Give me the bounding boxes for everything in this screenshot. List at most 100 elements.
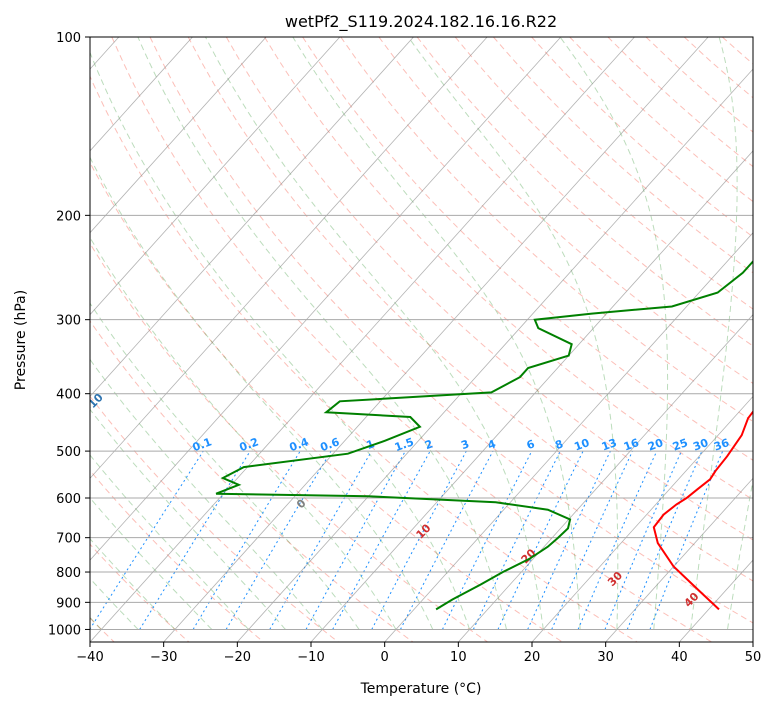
mixing-ratio-label: 10 [572,436,591,454]
mixing-ratio-line [225,450,332,630]
x-tick-label: 30 [597,650,614,665]
y-tick-label: 900 [56,596,81,611]
isotherm [90,37,267,234]
mixing-ratio-label: 16 [622,436,641,454]
mixing-ratio-line [551,450,633,630]
dry-adiabat [340,37,753,423]
dry-adiabat-label: -10 [83,391,106,414]
moist-adiabat [90,454,249,630]
x-tick-label: −20 [224,650,251,665]
dry-adiabat [264,37,753,501]
isotherm [458,313,753,642]
y-tick-label: 400 [56,388,81,403]
mixing-ratio-label: 36 [712,436,731,454]
dry-adiabat [90,320,414,642]
y-tick-label: 300 [56,314,81,329]
mixing-ratio-label: 13 [600,436,619,453]
dry-adiabat [90,75,638,642]
moist-adiabat [690,37,738,630]
moist-adiabat [90,51,471,630]
isotherm [90,37,193,152]
mixing-ratio-label: 0.4 [288,435,311,454]
moist-adiabat-label: 40 [682,590,702,610]
mixing-ratio-label: 25 [671,436,690,453]
mixing-ratio-line [90,450,204,630]
mixing-ratio-label: 8 [553,437,565,452]
isotherm [605,477,753,642]
isotherm [90,37,341,316]
mixing-ratio-line [269,450,373,630]
y-tick-label: 800 [56,566,81,581]
x-tick-label: 50 [745,650,762,665]
y-tick-label: 1000 [48,623,81,638]
dry-adiabat [90,161,563,642]
x-axis-label: Temperature (°C) [360,681,482,697]
plot-frame [89,36,754,643]
dry-adiabat [683,37,753,99]
mixing-ratio-label: 3 [459,437,471,452]
x-tick-label: 0 [381,650,389,665]
moist-adiabat [90,408,286,630]
mixing-ratio-label: 0.1 [191,435,214,454]
isotherm [90,37,488,479]
mixing-ratio-label: 4 [486,437,498,452]
dry-adiabat [645,37,753,133]
profile-series [215,259,753,611]
y-tick-label: 500 [56,445,81,460]
moist-adiabat [764,37,775,629]
dry-adiabat [90,395,339,642]
dry-adiabat [90,469,264,642]
mixing-ratio-label: 0.6 [318,435,341,454]
mixing-ratio-line [497,450,584,630]
moist-adiabat [205,37,544,630]
isotherm [90,37,562,561]
moist-adiabat [292,37,581,630]
mixing-ratio-label: 6 [525,437,537,452]
dry-adiabat [225,37,753,541]
isotherm [752,641,753,642]
isotherm [163,37,709,642]
axes: −40 −30 −20 −10 0 10 20 30 40 5010020030040050060… [48,31,761,665]
moist-adiabat [90,156,434,630]
isotherm [531,395,753,642]
mixing-ratio-line [604,450,682,630]
dry-adiabat [378,37,753,385]
dry-adiabat [607,37,753,168]
x-tick-label: −40 [76,650,103,665]
moist-adiabat [90,358,323,630]
dry-adiabat [149,37,753,624]
y-axis-label: Pressure (hPa) [13,290,29,390]
moist-adiabat [137,37,507,630]
background-lines [90,37,775,642]
mixing-ratio-label: 30 [691,436,710,454]
dry-adiabat [90,242,488,642]
chart-title: wetPf2_S119.2024.182.16.16.R22 [285,12,557,32]
isotherm [90,37,635,642]
dry-adiabat [493,37,753,274]
y-tick-label: 200 [56,209,81,224]
y-tick-label: 600 [56,492,81,507]
dewpoint-profile-line [215,259,753,611]
isotherm [90,37,414,398]
mixing-ratio-line [192,450,301,630]
mixing-ratio-line [139,450,251,630]
line-labels: -100-90-80-70-60-50-40-30-20-100.10.20.4… [83,391,731,610]
moist-adiabat [727,477,753,630]
mixing-ratio-line [332,450,431,630]
isotherm [237,68,753,642]
dry-adiabat [302,37,753,461]
mixing-ratio-label: 0.2 [238,435,261,454]
dry-adiabat [531,37,753,238]
mixing-ratio-label: 2 [423,437,435,452]
isotherm [310,150,753,642]
mixing-ratio-line [527,450,611,630]
x-tick-label: 40 [671,650,688,665]
moist-adiabat [90,497,213,630]
temperature-profile-line [652,410,753,611]
y-tick-label: 100 [56,31,81,46]
x-tick-label: −10 [297,650,324,665]
moist-adiabat [559,37,669,630]
moist-adiabat [90,302,360,630]
y-tick-label: 700 [56,532,81,547]
moist-adiabat [407,37,619,630]
